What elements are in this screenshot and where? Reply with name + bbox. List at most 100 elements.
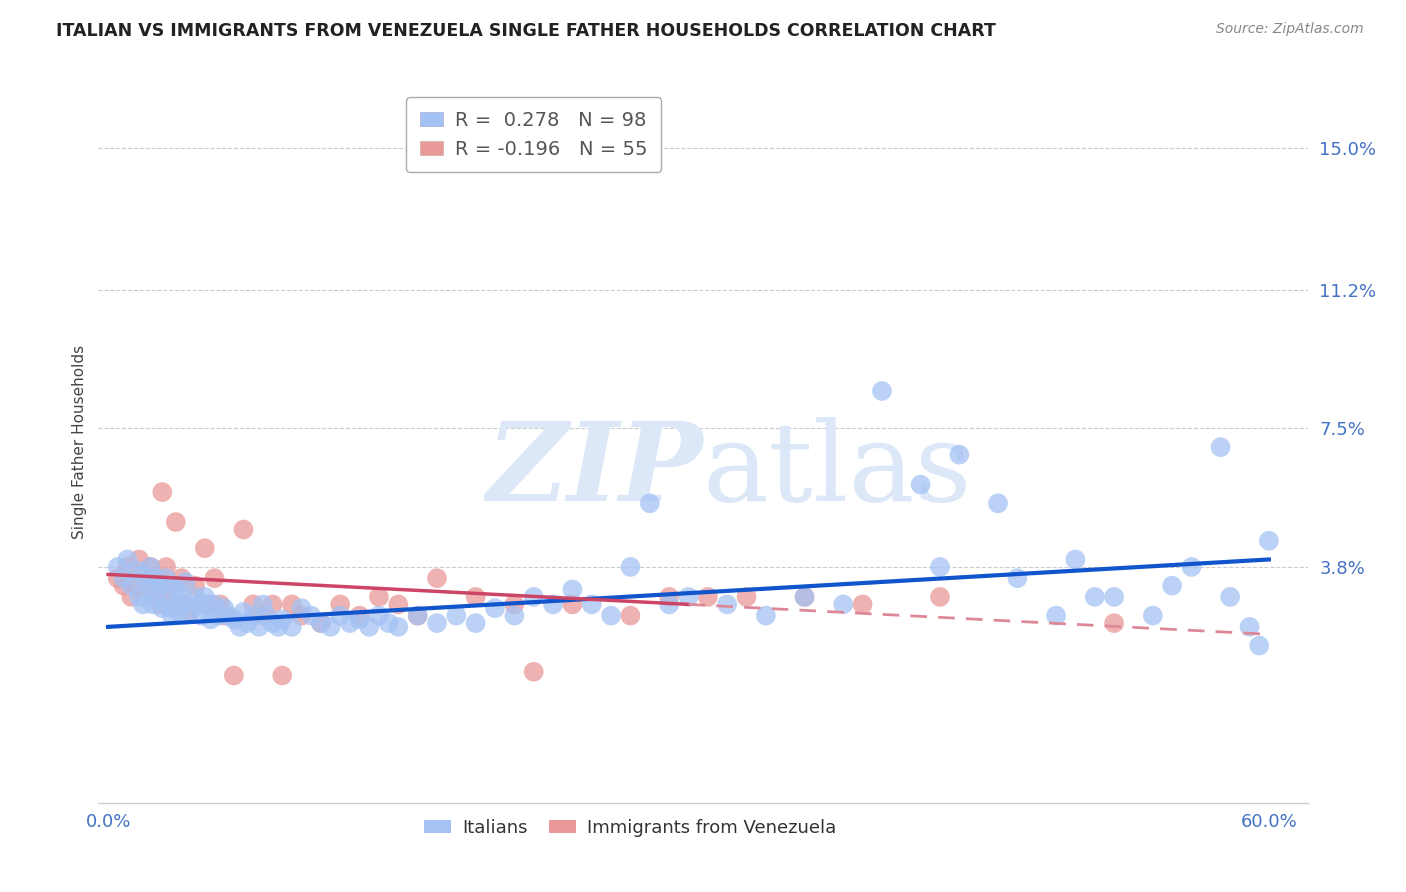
Point xyxy=(232,523,254,537)
Point xyxy=(359,620,381,634)
Text: atlas: atlas xyxy=(703,417,973,524)
Point xyxy=(1180,560,1202,574)
Point xyxy=(242,598,264,612)
Text: ZIP: ZIP xyxy=(486,417,703,524)
Point xyxy=(600,608,623,623)
Point xyxy=(204,571,226,585)
Point xyxy=(139,582,162,597)
Point xyxy=(165,515,187,529)
Point xyxy=(132,571,155,585)
Point xyxy=(1142,608,1164,623)
Point xyxy=(139,560,162,574)
Point xyxy=(793,590,815,604)
Point xyxy=(128,552,150,566)
Point xyxy=(658,590,681,604)
Point xyxy=(200,612,222,626)
Point xyxy=(160,598,183,612)
Point xyxy=(165,582,187,597)
Point xyxy=(716,598,738,612)
Point xyxy=(142,598,165,612)
Point xyxy=(135,579,157,593)
Point xyxy=(256,608,278,623)
Point xyxy=(281,620,304,634)
Point xyxy=(207,608,229,623)
Point xyxy=(406,608,429,623)
Point xyxy=(262,616,284,631)
Point xyxy=(190,608,212,623)
Point xyxy=(174,598,197,612)
Point xyxy=(281,598,304,612)
Point xyxy=(132,567,155,582)
Point xyxy=(212,601,235,615)
Point xyxy=(188,598,211,612)
Point xyxy=(910,477,932,491)
Point xyxy=(149,598,172,612)
Point xyxy=(107,571,129,585)
Point xyxy=(1257,533,1279,548)
Point xyxy=(242,608,264,623)
Point xyxy=(222,612,245,626)
Point xyxy=(128,590,150,604)
Point xyxy=(406,608,429,623)
Point xyxy=(247,620,270,634)
Point xyxy=(678,590,700,604)
Y-axis label: Single Father Households: Single Father Households xyxy=(72,344,87,539)
Point xyxy=(929,560,952,574)
Point xyxy=(155,571,177,585)
Point xyxy=(929,590,952,604)
Point xyxy=(523,665,546,679)
Point xyxy=(1249,639,1271,653)
Text: ITALIAN VS IMMIGRANTS FROM VENEZUELA SINGLE FATHER HOUSEHOLDS CORRELATION CHART: ITALIAN VS IMMIGRANTS FROM VENEZUELA SIN… xyxy=(56,22,995,40)
Point xyxy=(1064,552,1087,566)
Point xyxy=(117,560,139,574)
Point xyxy=(464,616,486,631)
Point xyxy=(145,571,167,585)
Point xyxy=(368,590,391,604)
Point xyxy=(155,598,177,612)
Point xyxy=(200,598,222,612)
Point xyxy=(271,668,294,682)
Point xyxy=(166,598,188,612)
Point xyxy=(228,620,250,634)
Point xyxy=(169,605,191,619)
Point xyxy=(368,608,391,623)
Point xyxy=(1161,579,1184,593)
Point xyxy=(120,590,142,604)
Point xyxy=(179,605,201,619)
Point xyxy=(755,608,778,623)
Point xyxy=(426,616,449,631)
Point xyxy=(290,608,312,623)
Point xyxy=(852,598,875,612)
Point xyxy=(581,598,603,612)
Point xyxy=(112,571,135,585)
Point xyxy=(170,571,193,585)
Point xyxy=(150,601,173,615)
Point xyxy=(204,598,226,612)
Point xyxy=(232,605,254,619)
Text: Source: ZipAtlas.com: Source: ZipAtlas.com xyxy=(1216,22,1364,37)
Point xyxy=(503,608,526,623)
Point xyxy=(309,616,332,631)
Point xyxy=(174,598,197,612)
Point xyxy=(1102,590,1125,604)
Point xyxy=(619,608,641,623)
Point xyxy=(236,616,259,631)
Point xyxy=(120,579,142,593)
Point xyxy=(222,668,245,682)
Point xyxy=(832,598,855,612)
Point xyxy=(329,608,352,623)
Point xyxy=(541,598,564,612)
Point xyxy=(1102,616,1125,631)
Point xyxy=(117,552,139,566)
Point xyxy=(446,608,468,623)
Point xyxy=(145,571,167,585)
Point xyxy=(160,608,183,623)
Point xyxy=(271,612,294,626)
Point xyxy=(426,571,449,585)
Point xyxy=(309,616,332,631)
Point xyxy=(299,608,322,623)
Point xyxy=(349,612,371,626)
Point xyxy=(174,574,197,589)
Point xyxy=(209,598,232,612)
Point xyxy=(793,590,815,604)
